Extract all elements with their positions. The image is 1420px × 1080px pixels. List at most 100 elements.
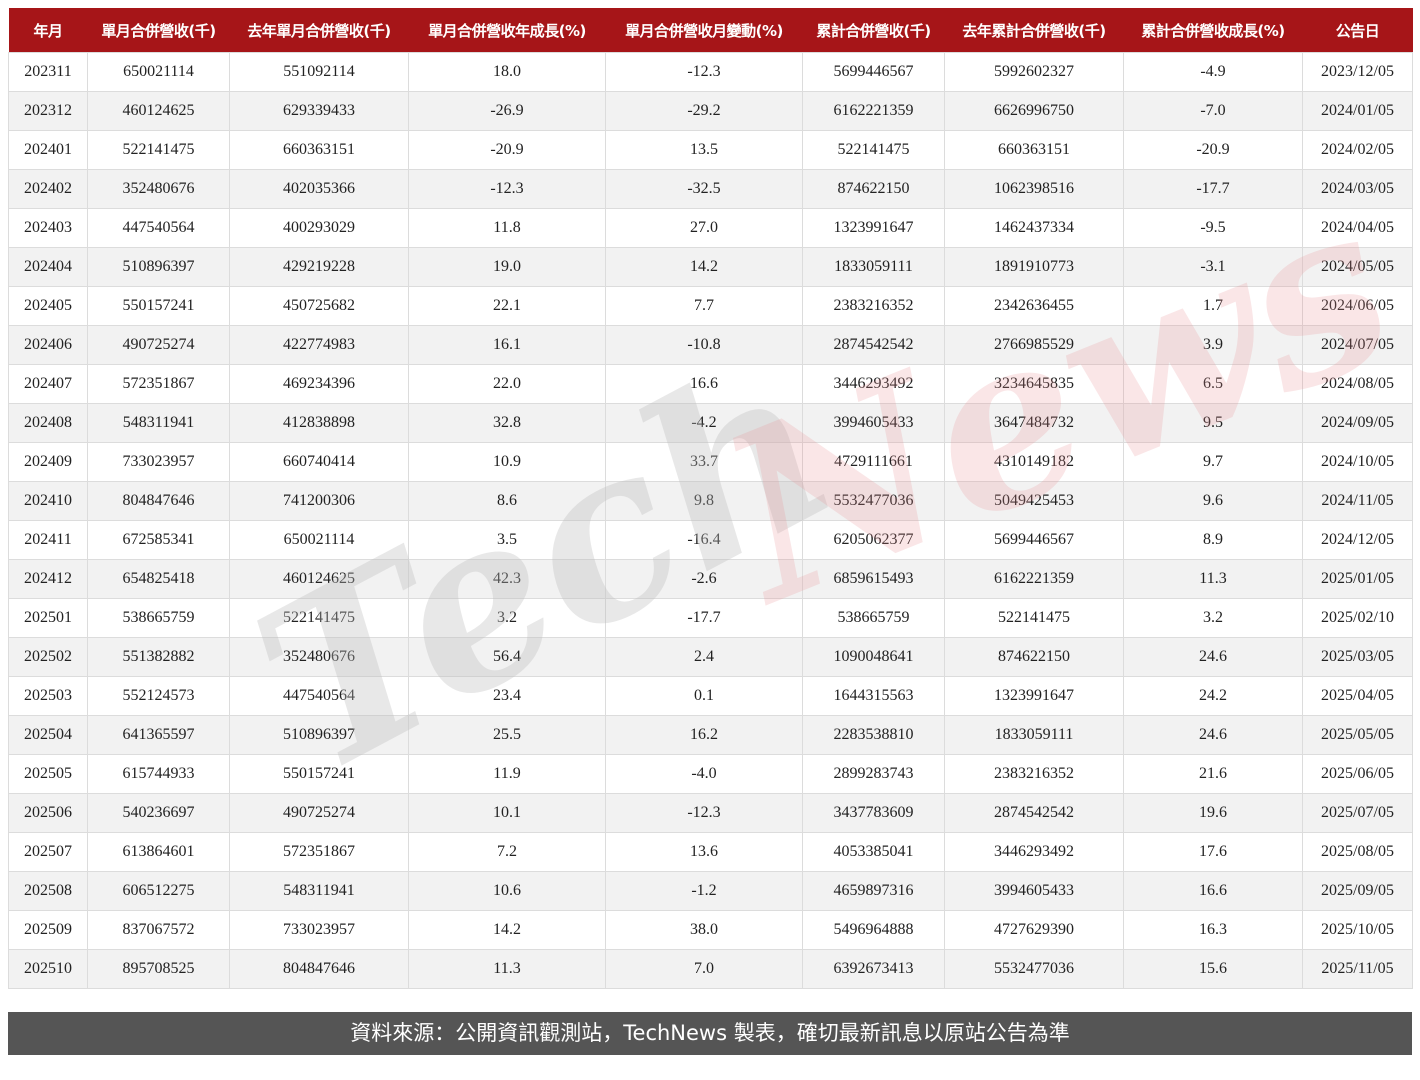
table-cell: 16.3 <box>1123 910 1303 950</box>
table-cell: 11.9 <box>408 754 606 794</box>
table-cell: 6162221359 <box>802 91 945 131</box>
table-cell: 510896397 <box>229 715 409 755</box>
table-cell: 2025/01/05 <box>1302 559 1413 599</box>
table-cell: 2024/11/05 <box>1302 481 1413 521</box>
table-cell: 2024/02/05 <box>1302 130 1413 170</box>
table-cell: 490725274 <box>87 325 230 365</box>
table-cell: 202311 <box>8 52 88 92</box>
table-cell: 202409 <box>8 442 88 482</box>
table-cell: 2874542542 <box>802 325 945 365</box>
table-cell: 202411 <box>8 520 88 560</box>
table-cell: 3.2 <box>1123 598 1303 638</box>
table-cell: 16.6 <box>605 364 803 404</box>
table-cell: 5699446567 <box>802 52 945 92</box>
table-cell: 352480676 <box>229 637 409 677</box>
table-cell: 10.9 <box>408 442 606 482</box>
table-cell: 654825418 <box>87 559 230 599</box>
table-cell: 429219228 <box>229 247 409 287</box>
table-cell: 6205062377 <box>802 520 945 560</box>
table-cell: 0.1 <box>605 676 803 716</box>
table-cell: 2899283743 <box>802 754 945 794</box>
table-cell: 2.4 <box>605 637 803 677</box>
column-header: 單月合併營收月變動(%) <box>605 8 803 53</box>
table-cell: 9.5 <box>1123 403 1303 443</box>
table-cell: 33.7 <box>605 442 803 482</box>
table-cell: 572351867 <box>87 364 230 404</box>
table-cell: 548311941 <box>229 871 409 911</box>
column-header: 去年單月合併營收(千) <box>229 8 409 53</box>
table-cell: 23.4 <box>408 676 606 716</box>
table-cell: -3.1 <box>1123 247 1303 287</box>
table-row: 202504 641365597 510896397 25.5 16.2 22835388… <box>8 715 1413 755</box>
table-cell: 202401 <box>8 130 88 170</box>
table-cell: 460124625 <box>87 91 230 131</box>
table-cell: 11.3 <box>408 949 606 989</box>
table-cell: 18.0 <box>408 52 606 92</box>
table-cell: 2025/06/05 <box>1302 754 1413 794</box>
table-cell: 2025/10/05 <box>1302 910 1413 950</box>
table-cell: 552124573 <box>87 676 230 716</box>
table-cell: 5699446567 <box>944 520 1124 560</box>
table-cell: 412838898 <box>229 403 409 443</box>
table-cell: 2024/07/05 <box>1302 325 1413 365</box>
table-cell: 2874542542 <box>944 793 1124 833</box>
table-cell: 837067572 <box>87 910 230 950</box>
table-cell: -26.9 <box>408 91 606 131</box>
table-cell: 1644315563 <box>802 676 945 716</box>
table-cell: 3.2 <box>408 598 606 638</box>
table-cell: 490725274 <box>229 793 409 833</box>
table-cell: 510896397 <box>87 247 230 287</box>
table-row: 202508 606512275 548311941 10.6 -1.2 46598973… <box>8 871 1413 911</box>
table-cell: 874622150 <box>802 169 945 209</box>
table-row: 202409 733023957 660740414 10.9 33.7 47291116… <box>8 442 1413 482</box>
table-cell: 3647484732 <box>944 403 1124 443</box>
table-cell: 9.6 <box>1123 481 1303 521</box>
table-cell: 16.1 <box>408 325 606 365</box>
table-cell: 2383216352 <box>802 286 945 326</box>
table-cell: 5992602327 <box>944 52 1124 92</box>
table-cell: 538665759 <box>87 598 230 638</box>
table-cell: -4.2 <box>605 403 803 443</box>
table-cell: 11.8 <box>408 208 606 248</box>
table-row: 202406 490725274 422774983 16.1 -10.8 2874542… <box>8 325 1413 365</box>
table-cell: 202405 <box>8 286 88 326</box>
table-row: 202402 352480676 402035366 -12.3 -32.5 874622… <box>8 169 1413 209</box>
table-body: 202311 650021114 551092114 18.0 -12.3 5699446… <box>8 52 1413 989</box>
table-cell: 402035366 <box>229 169 409 209</box>
table-cell: 522141475 <box>87 130 230 170</box>
table-cell: 5532477036 <box>802 481 945 521</box>
table-cell: 2383216352 <box>944 754 1124 794</box>
table-cell: 202509 <box>8 910 88 950</box>
table-row: 202505 615744933 550157241 11.9 -4.0 28992837… <box>8 754 1413 794</box>
table-cell: 2024/12/05 <box>1302 520 1413 560</box>
table-cell: 550157241 <box>229 754 409 794</box>
table-row: 202403 447540564 400293029 11.8 27.0 13239916… <box>8 208 1413 248</box>
table-cell: -4.0 <box>605 754 803 794</box>
table-cell: 3994605433 <box>944 871 1124 911</box>
table-cell: 447540564 <box>229 676 409 716</box>
table-cell: 22.1 <box>408 286 606 326</box>
table-cell: 629339433 <box>229 91 409 131</box>
table-cell: 7.0 <box>605 949 803 989</box>
table-row: 202410 804847646 741200306 8.6 9.8 5532477036… <box>8 481 1413 521</box>
table-cell: 14.2 <box>605 247 803 287</box>
table-cell: 202506 <box>8 793 88 833</box>
table-cell: 202507 <box>8 832 88 872</box>
table-cell: -12.3 <box>408 169 606 209</box>
table-row: 202312 460124625 629339433 -26.9 -29.2 616222… <box>8 91 1413 131</box>
table-cell: -20.9 <box>1123 130 1303 170</box>
table-cell: 6626996750 <box>944 91 1124 131</box>
column-header: 累計合併營收成長(%) <box>1123 8 1303 53</box>
table-cell: 540236697 <box>87 793 230 833</box>
table-cell: 202508 <box>8 871 88 911</box>
table-cell: 3.9 <box>1123 325 1303 365</box>
table-row: 202412 654825418 460124625 42.3 -2.6 68596154… <box>8 559 1413 599</box>
table-cell: 7.2 <box>408 832 606 872</box>
table-cell: 522141475 <box>229 598 409 638</box>
table-cell: 27.0 <box>605 208 803 248</box>
table-cell: 3446293492 <box>802 364 945 404</box>
table-cell: 8.6 <box>408 481 606 521</box>
table-cell: 202503 <box>8 676 88 716</box>
table-cell: 202412 <box>8 559 88 599</box>
table-cell: 3437783609 <box>802 793 945 833</box>
